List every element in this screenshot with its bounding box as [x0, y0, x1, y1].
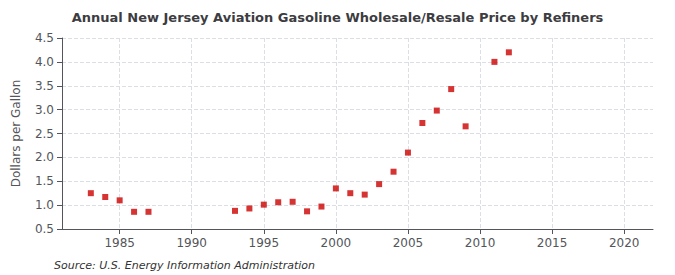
- svg-text:3.5: 3.5: [35, 79, 54, 93]
- svg-text:1.0: 1.0: [35, 198, 54, 212]
- svg-text:2000: 2000: [321, 236, 352, 250]
- svg-text:2010: 2010: [465, 236, 496, 250]
- svg-text:2.0: 2.0: [35, 150, 54, 164]
- svg-text:4.5: 4.5: [35, 31, 54, 45]
- svg-text:1985: 1985: [104, 236, 135, 250]
- svg-text:2.5: 2.5: [35, 127, 54, 141]
- svg-text:Source: U.S. Energy Informatio: Source: U.S. Energy Information Administ…: [54, 259, 315, 272]
- svg-text:3.0: 3.0: [35, 103, 54, 117]
- svg-text:2020: 2020: [609, 236, 640, 250]
- svg-text:1990: 1990: [176, 236, 207, 250]
- svg-text:Annual New Jersey Aviation Gas: Annual New Jersey Aviation Gasoline Whol…: [72, 10, 604, 25]
- svg-text:1995: 1995: [249, 236, 280, 250]
- svg-text:4.0: 4.0: [35, 55, 54, 69]
- svg-text:0.5: 0.5: [35, 222, 54, 236]
- svg-text:1.5: 1.5: [35, 174, 54, 188]
- svg-text:Dollars per Gallon: Dollars per Gallon: [9, 80, 23, 188]
- svg-text:2015: 2015: [537, 236, 568, 250]
- svg-text:2005: 2005: [393, 236, 424, 250]
